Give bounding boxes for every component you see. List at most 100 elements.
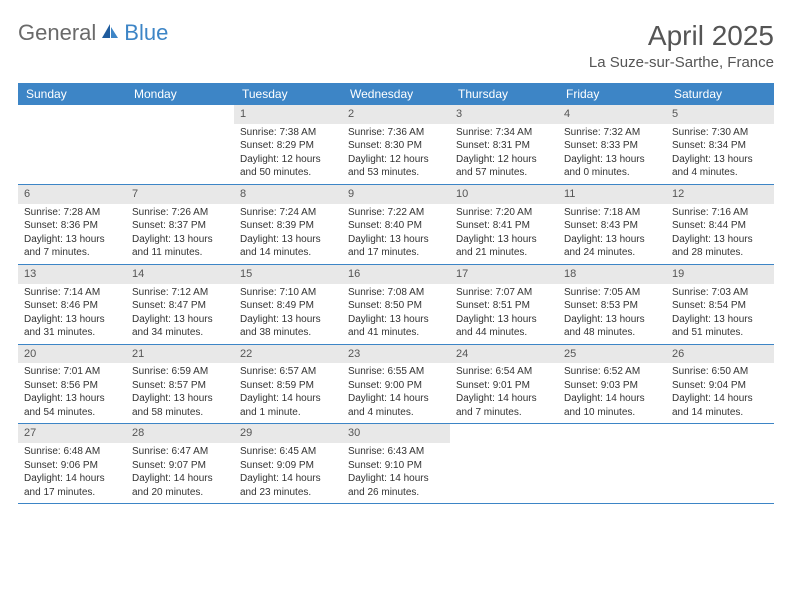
day-number: 12 bbox=[666, 185, 774, 204]
day-content: Sunrise: 7:05 AMSunset: 8:53 PMDaylight:… bbox=[558, 284, 666, 344]
daylight-line: Daylight: 13 hours and 54 minutes. bbox=[24, 392, 120, 419]
day-cell: 15Sunrise: 7:10 AMSunset: 8:49 PMDayligh… bbox=[234, 265, 342, 344]
day-cell: 30Sunrise: 6:43 AMSunset: 9:10 PMDayligh… bbox=[342, 424, 450, 503]
calendar: SundayMondayTuesdayWednesdayThursdayFrid… bbox=[18, 83, 774, 504]
day-number: 15 bbox=[234, 265, 342, 284]
day-header: Friday bbox=[558, 83, 666, 105]
sunrise-line: Sunrise: 7:14 AM bbox=[24, 286, 120, 300]
sunset-line: Sunset: 9:09 PM bbox=[240, 459, 336, 473]
week-row: 6Sunrise: 7:28 AMSunset: 8:36 PMDaylight… bbox=[18, 185, 774, 265]
sunrise-line: Sunrise: 7:10 AM bbox=[240, 286, 336, 300]
day-content: Sunrise: 7:34 AMSunset: 8:31 PMDaylight:… bbox=[450, 124, 558, 184]
sunrise-line: Sunrise: 7:08 AM bbox=[348, 286, 444, 300]
sunset-line: Sunset: 8:51 PM bbox=[456, 299, 552, 313]
month-title: April 2025 bbox=[589, 20, 774, 52]
day-content: Sunrise: 7:01 AMSunset: 8:56 PMDaylight:… bbox=[18, 363, 126, 423]
daylight-line: Daylight: 14 hours and 1 minute. bbox=[240, 392, 336, 419]
daylight-line: Daylight: 13 hours and 4 minutes. bbox=[672, 153, 768, 180]
daylight-line: Daylight: 13 hours and 48 minutes. bbox=[564, 313, 660, 340]
day-number: 2 bbox=[342, 105, 450, 124]
sunrise-line: Sunrise: 6:52 AM bbox=[564, 365, 660, 379]
day-content: Sunrise: 6:55 AMSunset: 9:00 PMDaylight:… bbox=[342, 363, 450, 423]
day-content: Sunrise: 6:59 AMSunset: 8:57 PMDaylight:… bbox=[126, 363, 234, 423]
sunset-line: Sunset: 8:37 PM bbox=[132, 219, 228, 233]
week-row: 13Sunrise: 7:14 AMSunset: 8:46 PMDayligh… bbox=[18, 265, 774, 345]
sunset-line: Sunset: 8:33 PM bbox=[564, 139, 660, 153]
day-header: Tuesday bbox=[234, 83, 342, 105]
day-content: Sunrise: 7:20 AMSunset: 8:41 PMDaylight:… bbox=[450, 204, 558, 264]
sunset-line: Sunset: 8:57 PM bbox=[132, 379, 228, 393]
sunset-line: Sunset: 9:04 PM bbox=[672, 379, 768, 393]
day-cell: 17Sunrise: 7:07 AMSunset: 8:51 PMDayligh… bbox=[450, 265, 558, 344]
daylight-line: Daylight: 12 hours and 53 minutes. bbox=[348, 153, 444, 180]
day-content: Sunrise: 6:47 AMSunset: 9:07 PMDaylight:… bbox=[126, 443, 234, 503]
week-row: 27Sunrise: 6:48 AMSunset: 9:06 PMDayligh… bbox=[18, 424, 774, 504]
day-content: Sunrise: 7:30 AMSunset: 8:34 PMDaylight:… bbox=[666, 124, 774, 184]
sunset-line: Sunset: 9:07 PM bbox=[132, 459, 228, 473]
daylight-line: Daylight: 13 hours and 31 minutes. bbox=[24, 313, 120, 340]
day-number: 17 bbox=[450, 265, 558, 284]
day-cell: 23Sunrise: 6:55 AMSunset: 9:00 PMDayligh… bbox=[342, 345, 450, 424]
day-content: Sunrise: 7:14 AMSunset: 8:46 PMDaylight:… bbox=[18, 284, 126, 344]
day-number: 28 bbox=[126, 424, 234, 443]
day-number: 3 bbox=[450, 105, 558, 124]
day-content: Sunrise: 6:54 AMSunset: 9:01 PMDaylight:… bbox=[450, 363, 558, 423]
sunset-line: Sunset: 8:44 PM bbox=[672, 219, 768, 233]
sunrise-line: Sunrise: 7:16 AM bbox=[672, 206, 768, 220]
day-number: 16 bbox=[342, 265, 450, 284]
sunrise-line: Sunrise: 6:59 AM bbox=[132, 365, 228, 379]
day-cell: 21Sunrise: 6:59 AMSunset: 8:57 PMDayligh… bbox=[126, 345, 234, 424]
sunset-line: Sunset: 8:40 PM bbox=[348, 219, 444, 233]
sunrise-line: Sunrise: 7:24 AM bbox=[240, 206, 336, 220]
day-number: 8 bbox=[234, 185, 342, 204]
day-cell: 4Sunrise: 7:32 AMSunset: 8:33 PMDaylight… bbox=[558, 105, 666, 184]
sunset-line: Sunset: 8:39 PM bbox=[240, 219, 336, 233]
day-number: 22 bbox=[234, 345, 342, 364]
day-headers-row: SundayMondayTuesdayWednesdayThursdayFrid… bbox=[18, 83, 774, 105]
day-content: Sunrise: 7:10 AMSunset: 8:49 PMDaylight:… bbox=[234, 284, 342, 344]
sunset-line: Sunset: 8:50 PM bbox=[348, 299, 444, 313]
day-cell: 28Sunrise: 6:47 AMSunset: 9:07 PMDayligh… bbox=[126, 424, 234, 503]
sunset-line: Sunset: 8:31 PM bbox=[456, 139, 552, 153]
sunrise-line: Sunrise: 7:03 AM bbox=[672, 286, 768, 300]
day-header: Wednesday bbox=[342, 83, 450, 105]
day-content: Sunrise: 7:28 AMSunset: 8:36 PMDaylight:… bbox=[18, 204, 126, 264]
day-content: Sunrise: 7:26 AMSunset: 8:37 PMDaylight:… bbox=[126, 204, 234, 264]
day-content: Sunrise: 6:50 AMSunset: 9:04 PMDaylight:… bbox=[666, 363, 774, 423]
day-cell bbox=[126, 105, 234, 184]
daylight-line: Daylight: 14 hours and 7 minutes. bbox=[456, 392, 552, 419]
day-content: Sunrise: 7:18 AMSunset: 8:43 PMDaylight:… bbox=[558, 204, 666, 264]
day-cell: 14Sunrise: 7:12 AMSunset: 8:47 PMDayligh… bbox=[126, 265, 234, 344]
logo-text-general: General bbox=[18, 20, 96, 46]
sunset-line: Sunset: 8:53 PM bbox=[564, 299, 660, 313]
day-cell bbox=[450, 424, 558, 503]
sunrise-line: Sunrise: 6:57 AM bbox=[240, 365, 336, 379]
sunrise-line: Sunrise: 7:34 AM bbox=[456, 126, 552, 140]
sunrise-line: Sunrise: 7:36 AM bbox=[348, 126, 444, 140]
week-row: 1Sunrise: 7:38 AMSunset: 8:29 PMDaylight… bbox=[18, 105, 774, 185]
sunrise-line: Sunrise: 7:12 AM bbox=[132, 286, 228, 300]
sunrise-line: Sunrise: 7:32 AM bbox=[564, 126, 660, 140]
sunrise-line: Sunrise: 7:26 AM bbox=[132, 206, 228, 220]
sunset-line: Sunset: 8:36 PM bbox=[24, 219, 120, 233]
day-cell: 19Sunrise: 7:03 AMSunset: 8:54 PMDayligh… bbox=[666, 265, 774, 344]
logo-sail-icon bbox=[100, 20, 120, 46]
day-cell: 1Sunrise: 7:38 AMSunset: 8:29 PMDaylight… bbox=[234, 105, 342, 184]
sunset-line: Sunset: 9:00 PM bbox=[348, 379, 444, 393]
sunrise-line: Sunrise: 6:55 AM bbox=[348, 365, 444, 379]
daylight-line: Daylight: 14 hours and 23 minutes. bbox=[240, 472, 336, 499]
sunset-line: Sunset: 8:29 PM bbox=[240, 139, 336, 153]
daylight-line: Daylight: 14 hours and 4 minutes. bbox=[348, 392, 444, 419]
daylight-line: Daylight: 14 hours and 14 minutes. bbox=[672, 392, 768, 419]
day-number: 1 bbox=[234, 105, 342, 124]
day-cell: 20Sunrise: 7:01 AMSunset: 8:56 PMDayligh… bbox=[18, 345, 126, 424]
day-content: Sunrise: 7:12 AMSunset: 8:47 PMDaylight:… bbox=[126, 284, 234, 344]
daylight-line: Daylight: 12 hours and 57 minutes. bbox=[456, 153, 552, 180]
day-cell: 9Sunrise: 7:22 AMSunset: 8:40 PMDaylight… bbox=[342, 185, 450, 264]
sunrise-line: Sunrise: 7:30 AM bbox=[672, 126, 768, 140]
sunrise-line: Sunrise: 6:45 AM bbox=[240, 445, 336, 459]
sunset-line: Sunset: 9:06 PM bbox=[24, 459, 120, 473]
daylight-line: Daylight: 13 hours and 11 minutes. bbox=[132, 233, 228, 260]
sunset-line: Sunset: 8:41 PM bbox=[456, 219, 552, 233]
daylight-line: Daylight: 13 hours and 0 minutes. bbox=[564, 153, 660, 180]
